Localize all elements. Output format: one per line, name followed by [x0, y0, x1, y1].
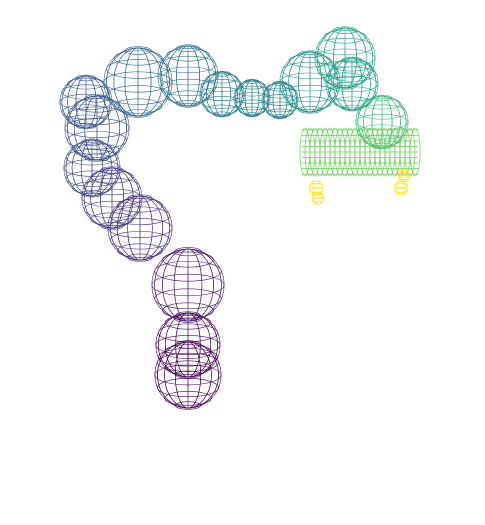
wire-sphere [199, 70, 245, 118]
wire-sphere [107, 194, 173, 262]
wire-sphere [151, 247, 225, 323]
wire-cylinder [299, 127, 421, 177]
outline [311, 191, 325, 205]
latitude [393, 183, 409, 189]
longitude [154, 248, 222, 322]
outline [393, 180, 409, 196]
wire-sphere [64, 94, 130, 162]
latitude [308, 183, 324, 189]
outline [308, 180, 324, 196]
wire-foot [308, 180, 324, 196]
longitude [67, 95, 127, 161]
longitude [316, 27, 374, 89]
latitude [393, 187, 409, 193]
wire-foot [311, 191, 325, 205]
longitude [201, 71, 243, 117]
wire-sphere [103, 46, 173, 118]
longitude [234, 79, 270, 117]
longitude [327, 57, 377, 111]
latitude [397, 175, 411, 180]
longitude [106, 47, 170, 117]
wire-sphere [325, 56, 379, 112]
longitude [65, 139, 119, 197]
wire-sphere [279, 50, 341, 114]
wire-sphere [314, 26, 376, 90]
wire-sphere [63, 138, 121, 198]
latitude [311, 197, 325, 202]
wire-sphere [157, 44, 219, 108]
wire-foot [393, 180, 409, 196]
wire-sphere [155, 311, 221, 379]
wire-sphere [233, 79, 271, 117]
wire-sphere [355, 94, 409, 150]
longitude [159, 45, 217, 107]
latitude [308, 187, 324, 193]
longitude [357, 95, 407, 149]
